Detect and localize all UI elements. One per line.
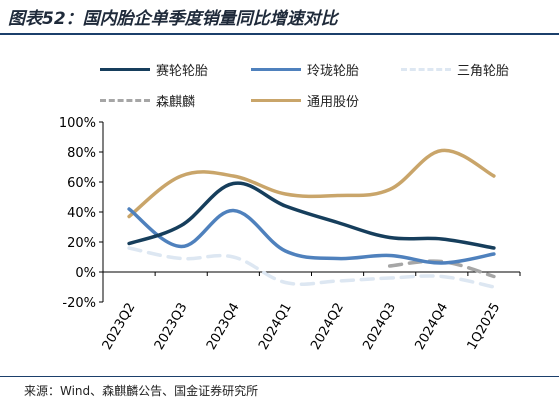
x-tick-label: 2023Q4 (204, 301, 243, 353)
legend-label-sentury: 森麒麟 (156, 95, 196, 110)
y-tick-label: 0% (75, 266, 96, 281)
y-tick-label: 40% (67, 206, 96, 221)
series-line-triangle (127, 246, 496, 289)
x-tick-label: 2024Q1 (256, 301, 295, 353)
legend-swatch-triangle (401, 68, 451, 71)
title-divider (0, 33, 559, 35)
chart-legend: 赛轮轮胎 玲珑轮胎 三角轮胎 森麒麟 通用股份 (96, 60, 536, 114)
legend-item-general: 通用股份 (251, 91, 359, 110)
x-tick-label: 1Q2025 (465, 301, 504, 353)
legend-item-linglong: 玲珑轮胎 (251, 60, 359, 79)
legend-swatch-sailun (100, 68, 150, 71)
legend-item-triangle: 三角轮胎 (401, 60, 509, 79)
x-tick-label: 2023Q2 (100, 301, 139, 353)
y-tick-label: 80% (67, 146, 96, 161)
y-tick-label: 60% (67, 176, 96, 191)
legend-label-linglong: 玲珑轮胎 (307, 64, 360, 79)
legend-label-sailun: 赛轮轮胎 (156, 64, 209, 79)
x-tick-label: 2023Q3 (152, 301, 191, 353)
legend-swatch-linglong (251, 68, 301, 71)
y-tick-label: -20% (62, 296, 96, 311)
footer-divider (0, 376, 559, 377)
x-tick-label: 2024Q3 (360, 301, 399, 353)
y-tick-label: 100% (59, 116, 96, 131)
legend-label-triangle: 三角轮胎 (457, 64, 510, 79)
legend-swatch-sentury (100, 99, 150, 102)
legend-label-general: 通用股份 (307, 95, 360, 110)
legend-item-sentury: 森麒麟 (100, 91, 195, 110)
series-line-general (127, 148, 496, 219)
line-chart: -20% 0% 20% 40% 60% 80% 100% 2023Q2 2023Q3 2023Q4… (59, 116, 521, 353)
series-line-linglong (127, 207, 496, 265)
legend-item-sailun: 赛轮轮胎 (100, 60, 208, 79)
series-line-sailun (127, 181, 496, 250)
chart-title: 图表52：国内胎企单季度销量同比增速对比 (8, 9, 338, 29)
source-note: 来源：Wind、森麒麟公告、国金证券研究所 (24, 384, 259, 398)
legend-swatch-general (251, 99, 301, 102)
y-tick-label: 20% (67, 236, 96, 251)
x-tick-label: 2024Q2 (308, 301, 347, 353)
x-tick-label: 2024Q4 (412, 301, 451, 353)
